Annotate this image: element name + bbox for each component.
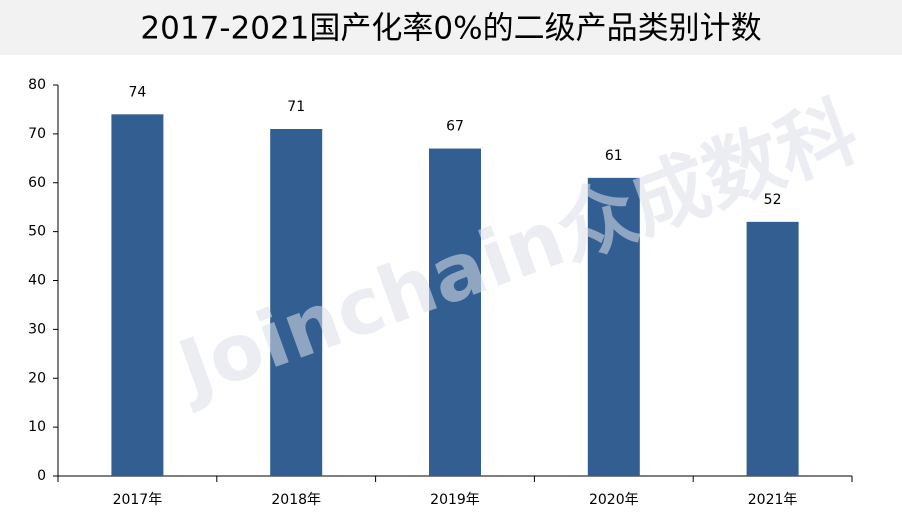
y-tick-label: 40 bbox=[28, 273, 46, 289]
y-tick-label: 70 bbox=[28, 126, 46, 142]
data-label: 52 bbox=[764, 192, 782, 208]
y-tick-label: 80 bbox=[28, 77, 46, 93]
y-tick-label: 0 bbox=[37, 468, 46, 484]
bar bbox=[587, 177, 640, 477]
data-label: 71 bbox=[287, 99, 305, 115]
data-label: 61 bbox=[605, 148, 623, 164]
y-tick-label: 30 bbox=[28, 321, 46, 337]
bar bbox=[270, 128, 323, 477]
x-tick-label: 2020年 bbox=[589, 492, 639, 508]
y-tick-label: 50 bbox=[28, 224, 46, 240]
x-tick-label: 2018年 bbox=[271, 492, 321, 508]
x-tick-label: 2019年 bbox=[430, 492, 480, 508]
data-label: 74 bbox=[128, 84, 146, 100]
chart-title: 2017-2021国产化率0%的二级产品类别计数 bbox=[140, 11, 761, 47]
bar bbox=[746, 221, 799, 476]
title-band bbox=[0, 0, 902, 55]
y-tick-label: 60 bbox=[28, 175, 46, 191]
plot-area: 0 10 20 30 40 50 60 70 80 2017年 74 2018年 71 2019年 67 20… bbox=[28, 77, 853, 508]
bar bbox=[111, 114, 164, 476]
x-tick-label: 2021年 bbox=[748, 492, 798, 508]
y-tick-label: 10 bbox=[28, 419, 46, 435]
data-label: 67 bbox=[446, 119, 464, 135]
bar bbox=[429, 148, 481, 476]
x-tick-label: 2017年 bbox=[113, 492, 163, 508]
y-tick-label: 20 bbox=[28, 370, 46, 386]
